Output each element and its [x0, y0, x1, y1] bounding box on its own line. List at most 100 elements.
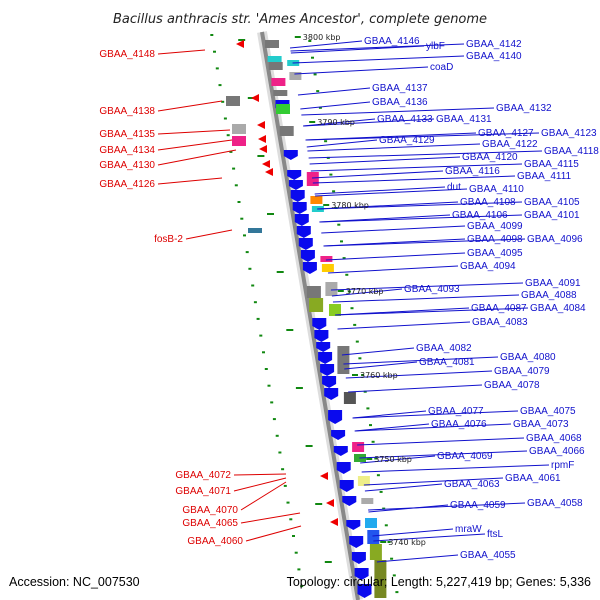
- right-tick-mark: [316, 90, 320, 93]
- kbp-tick: [352, 374, 358, 376]
- backbone-layer: [257, 31, 363, 600]
- right-gene-label: GBAA_4115: [524, 159, 579, 170]
- right-leader-line: [311, 170, 444, 179]
- outer-gene-block: [320, 256, 333, 262]
- right-leader-line: [361, 464, 550, 473]
- minor-tick-mark: [238, 39, 246, 41]
- forward-gene-arrow: [357, 584, 372, 598]
- gene-block: [309, 298, 324, 312]
- outer-gene-block: [329, 304, 341, 316]
- outer-gene-block: [321, 264, 334, 272]
- left-tick-mark: [297, 568, 301, 571]
- right-leader-line: [309, 156, 461, 165]
- forward-gene-arrow: [316, 342, 331, 352]
- left-tick-mark: [243, 234, 246, 237]
- left-tick-mark: [264, 368, 268, 370]
- right-leader-line: [308, 150, 543, 159]
- left-tick-mark: [289, 518, 293, 521]
- right-leader-line: [306, 139, 378, 148]
- right-gene-label: GBAA_4063: [444, 479, 500, 490]
- forward-gene-arrow: [312, 318, 327, 330]
- right-leader-line: [335, 307, 529, 316]
- right-tick-mark: [318, 106, 322, 109]
- forward-gene-arrow: [283, 150, 298, 160]
- left-tick-mark: [262, 351, 265, 354]
- right-gene-label: GBAA_4136: [372, 97, 428, 108]
- right-gene-label: GBAA_4108: [460, 197, 516, 208]
- forward-gene-arrow: [346, 520, 361, 530]
- right-tick-mark: [340, 240, 343, 243]
- outer-gene-block: [367, 530, 380, 544]
- reverse-gene-arrow: [330, 518, 338, 526]
- left-tick-mark: [270, 401, 274, 404]
- right-leader-line: [341, 347, 415, 356]
- left-gene-label: GBAA_4071: [175, 486, 231, 497]
- right-leader-line: [321, 225, 466, 234]
- right-gene-label: GBAA_4098: [467, 234, 523, 245]
- right-leader-line: [352, 410, 427, 419]
- left-leader-line: [240, 512, 301, 524]
- outer-gene-block: [352, 442, 365, 452]
- reverse-gene-arrow: [265, 168, 273, 176]
- right-tick-mark: [332, 190, 336, 193]
- right-gene-label: GBAA_4131: [436, 114, 492, 125]
- right-leader-line: [305, 132, 540, 141]
- minor-tick-mark: [257, 155, 265, 157]
- forward-gene-arrow: [336, 462, 351, 474]
- right-gene-label: GBAA_4077: [428, 406, 484, 417]
- gene-block: [226, 96, 240, 106]
- right-gene-label: GBAA_4058: [527, 498, 583, 509]
- right-gene-label: GBAA_4116: [445, 166, 500, 177]
- left-tick-mark: [286, 501, 290, 504]
- right-leader-line: [325, 252, 466, 261]
- right-gene-label: GBAA_4091: [525, 278, 581, 289]
- left-gene-label: GBAA_4135: [99, 129, 155, 140]
- left-leader-line: [240, 481, 287, 511]
- left-gene-label: GBAA_4065: [182, 518, 238, 529]
- accession-text: Accession: NC_007530: [9, 575, 140, 589]
- forward-gene-arrow: [322, 376, 337, 388]
- left-gene-label: fosB-2: [154, 234, 183, 245]
- right-leader-line: [348, 384, 483, 393]
- right-gene-label: GBAA_4082: [416, 343, 472, 354]
- right-gene-label: coaD: [430, 62, 453, 73]
- forward-gene-arrow: [342, 496, 357, 506]
- right-leader-line: [292, 55, 465, 64]
- right-leader-line: [360, 455, 436, 464]
- right-gene-label: GBAA_4106: [452, 210, 508, 221]
- forward-gene-arrow: [349, 536, 364, 548]
- gene-layer: [226, 40, 387, 598]
- right-gene-label: GBAA_4083: [472, 317, 528, 328]
- outer-gene-block: [325, 282, 338, 296]
- right-leader-line: [359, 450, 528, 459]
- gene-block: [268, 62, 283, 70]
- forward-gene-arrow: [328, 410, 343, 424]
- right-leader-line: [297, 87, 371, 96]
- kbp-tick: [294, 36, 301, 38]
- gene-block: [279, 126, 294, 136]
- forward-gene-arrow: [290, 190, 305, 202]
- reverse-gene-arrow: [326, 499, 334, 507]
- right-tick-mark: [374, 457, 378, 460]
- left-tick-mark: [245, 251, 249, 254]
- right-leader-line: [289, 40, 363, 49]
- right-gene-label: GBAA_4123: [541, 128, 597, 139]
- left-gene-label: GBAA_4060: [187, 536, 243, 547]
- right-gene-label: GBAA_4122: [482, 139, 538, 150]
- right-leader-line: [290, 43, 465, 52]
- genome-backbone: [260, 31, 360, 600]
- left-tick-mark: [221, 100, 225, 103]
- left-leader-line: [157, 129, 231, 135]
- left-tick-mark: [218, 84, 222, 87]
- right-tick-mark: [358, 357, 362, 360]
- left-tick-mark: [213, 50, 216, 53]
- left-tick-mark: [283, 484, 287, 487]
- right-leader-line: [315, 188, 468, 197]
- forward-gene-arrow: [292, 202, 307, 214]
- right-tick-mark: [345, 273, 349, 276]
- gene-block: [265, 40, 279, 48]
- forward-gene-arrow: [351, 552, 366, 564]
- forward-gene-arrow: [324, 388, 339, 400]
- right-leader-line: [352, 410, 519, 419]
